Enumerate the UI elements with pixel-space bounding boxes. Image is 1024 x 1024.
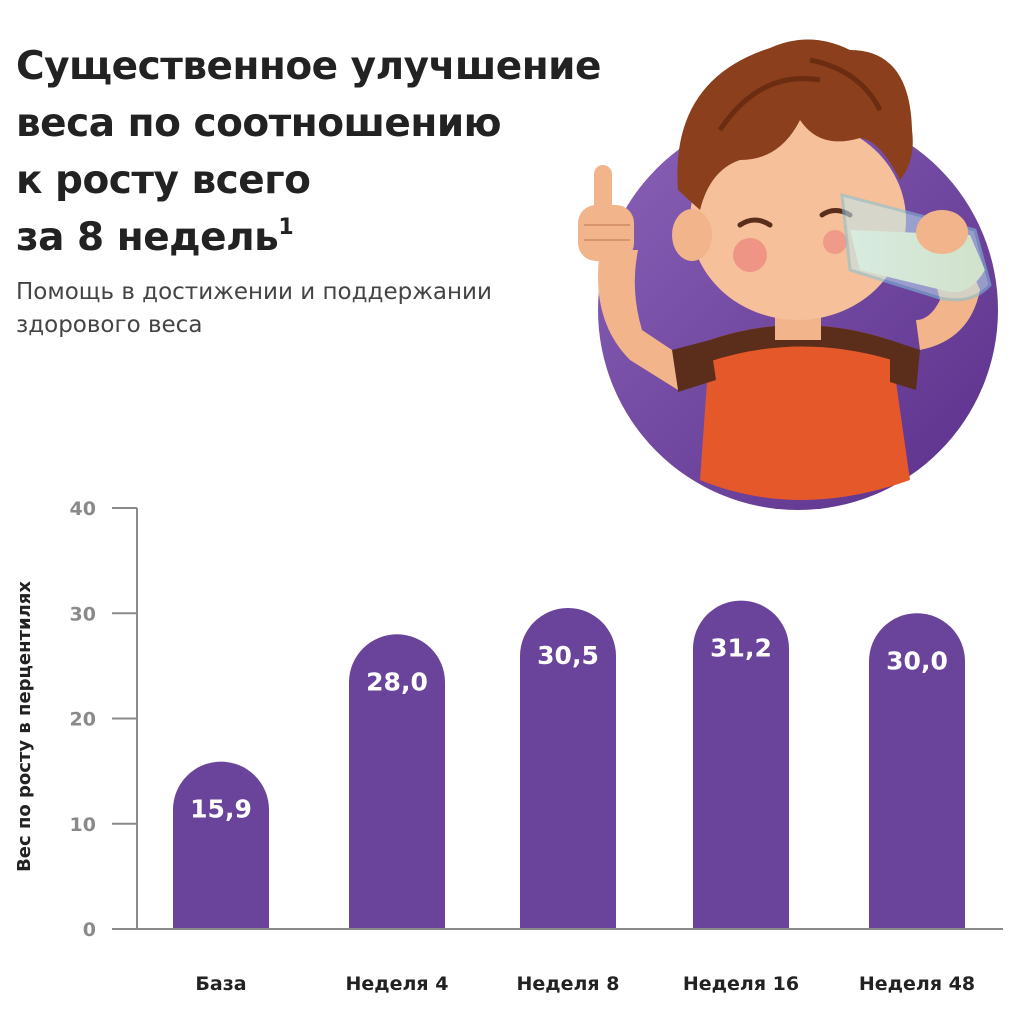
bar-value-label-4: 31,2 bbox=[710, 634, 772, 663]
y-tick-label-20: 20 bbox=[70, 709, 96, 731]
bar-value-label-1: 15,9 bbox=[190, 795, 252, 824]
boy-drinking-illustration bbox=[578, 39, 998, 510]
subtitle-line-1: Помощь в достижении и поддержании bbox=[16, 279, 492, 305]
x-tick-label-4: Неделя 16 bbox=[683, 973, 799, 995]
bar-2 bbox=[349, 634, 445, 929]
y-axis-label: Вес по росту в перцентилях bbox=[14, 581, 35, 872]
left-arm bbox=[598, 250, 678, 390]
y-tick-label-30: 30 bbox=[70, 603, 96, 625]
bar-3 bbox=[520, 607, 616, 929]
hair bbox=[677, 39, 913, 210]
x-tick-label-5: Неделя 48 bbox=[859, 973, 975, 995]
subtitle: Помощь в достижении и поддержании здоров… bbox=[16, 276, 576, 342]
bar-4 bbox=[693, 600, 789, 929]
title-line-2: веса по соотношению bbox=[16, 101, 502, 146]
left-eye bbox=[737, 217, 773, 228]
page-title: Существенное улучшение веса по соотношен… bbox=[16, 38, 616, 266]
y-tick-label-40: 40 bbox=[70, 498, 96, 520]
bar-1 bbox=[173, 761, 269, 929]
bar-value-label-5: 30,0 bbox=[886, 646, 948, 675]
bar-5 bbox=[869, 613, 965, 929]
title-line-4-text: за 8 недель bbox=[16, 215, 279, 260]
title-footnote-marker: 1 bbox=[278, 215, 294, 240]
y-tick-label-0: 0 bbox=[83, 919, 96, 941]
bar-value-label-3: 30,5 bbox=[537, 641, 599, 670]
right-hand bbox=[916, 210, 968, 254]
x-tick-label-2: Неделя 4 bbox=[346, 973, 449, 995]
title-line-4: за 8 недель1 bbox=[16, 209, 616, 266]
shirt bbox=[700, 325, 910, 500]
thumbs-up-hand bbox=[578, 165, 634, 261]
bar-value-label-2: 28,0 bbox=[366, 667, 428, 696]
x-tick-label-3: Неделя 8 bbox=[517, 973, 620, 995]
subtitle-line-2: здорового веса bbox=[16, 312, 203, 338]
x-tick-label-1: База bbox=[195, 973, 246, 995]
y-tick-label-10: 10 bbox=[70, 814, 96, 836]
title-line-1: Существенное улучшение bbox=[16, 44, 601, 89]
title-line-3: к росту всего bbox=[16, 158, 311, 203]
